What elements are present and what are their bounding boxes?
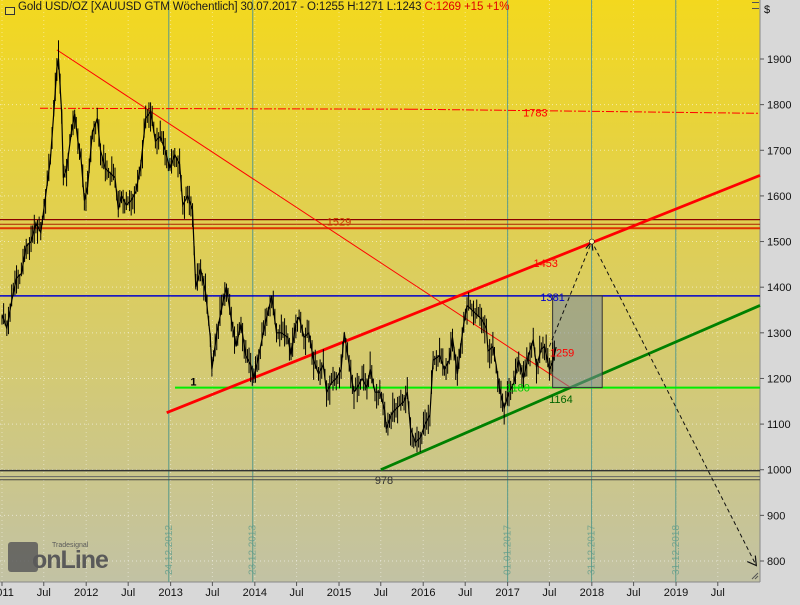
y-tick-label: 1900 [767,54,791,66]
projection-layer [548,238,758,567]
x-tick-label: 2013 [158,587,182,599]
window-menu-button[interactable] [5,7,15,15]
x-tick-label: Jul [374,587,388,599]
trend-line-rising-channel-top [166,174,761,414]
level-annotation: 978 [375,475,393,487]
vertical-marker-label: 23.12.2013 [248,525,259,575]
vertical-marker-label: 24.12.2012 [164,525,175,575]
level-annotation: 1453 [533,258,557,270]
x-tick-label: Jul [205,587,219,599]
price-layer [1,40,557,453]
horizontal-level-layer [0,107,761,481]
y-tick-label: 900 [767,510,785,522]
vertical-marker-layer: 24.12.2012 23.12.2013 01.01.2017 31.12.2017… [164,0,682,582]
x-tick-label: Jul [458,587,472,599]
x-axis-labels: 2011 Jul 2012 Jul 2013 Jul 2014 Jul 2015 Jul 2016 J… [0,582,725,599]
level-annotation: 1 [190,377,196,389]
x-tick-label: Jul [711,587,725,599]
level-annotation: 1783 [523,107,547,119]
y-axis-labels: 800 900 1000 1100 1200 1300 1400 1500 1600 1700 18… [760,54,791,568]
y-tick-label: 1600 [767,191,791,203]
level-annotation: 1529 [327,216,351,228]
title-text: Gold USD/OZ [XAUUSD GTM Wöchentlich] 30.… [18,1,422,13]
logo-mark-icon [8,542,38,572]
x-tick-label: 2019 [664,587,688,599]
projection-arrowhead-down [747,555,758,567]
level-annotation: 1164 [549,394,573,406]
level-annotation: 1180 [506,383,530,395]
x-tick-label: 2012 [74,587,98,599]
x-tick-label: 2016 [411,587,435,599]
annotation-layer: 1783 1529 1453 1381 1259 1180 1164 978 1 [190,107,574,486]
y-tick-label: 1000 [767,465,791,477]
tradesignal-logo: Tradesignal onLine [8,542,118,578]
y-tick-label: 800 [767,556,785,568]
y-tick-label: 1700 [767,145,791,157]
y-tick-label: 1400 [767,282,791,294]
vertical-marker-label: 31.12.2018 [671,525,682,575]
y-tick-label: 1200 [767,373,791,385]
x-tick-label: Jul [121,587,135,599]
vertical-marker-label: 31.12.2017 [587,525,598,575]
y-tick-label: 1300 [767,328,791,340]
projection-target-point [589,238,595,245]
resize-corner-icon[interactable] [751,572,759,580]
level-1783-line [39,107,411,110]
y-tick-label: 1100 [767,419,791,431]
x-tick-label: 2018 [580,587,604,599]
x-tick-label: 2011 [0,587,14,599]
level-annotation: 1259 [550,348,574,360]
y-tick-label: 1800 [767,100,791,112]
logo-word: onLine [32,546,109,574]
logo-small-text: Tradesignal [52,542,89,549]
title-change: C:1269 +15 +1% [424,1,510,13]
x-tick-label: 2015 [327,587,351,599]
x-tick-label: 2014 [243,587,267,599]
plot-background [0,0,760,582]
level-1783-line [409,108,761,114]
y-tick-label: 1500 [767,237,791,249]
x-tick-label: 2017 [495,587,519,599]
window-grip-icon[interactable] [752,2,759,9]
x-tick-label: Jul [290,587,304,599]
projection-box [552,295,603,389]
y-axis-strip [760,0,800,600]
vertical-marker-label: 01.01.2017 [503,525,514,575]
level-annotation: 1381 [540,292,564,304]
chart-title: Gold USD/OZ [XAUUSD GTM Wöchentlich] 30.… [2,1,510,13]
x-tick-label: Jul [542,587,556,599]
x-tick-label: Jul [37,587,51,599]
x-tick-label: Jul [627,587,641,599]
x-axis-strip [0,582,760,600]
currency-label: $ [764,4,771,16]
